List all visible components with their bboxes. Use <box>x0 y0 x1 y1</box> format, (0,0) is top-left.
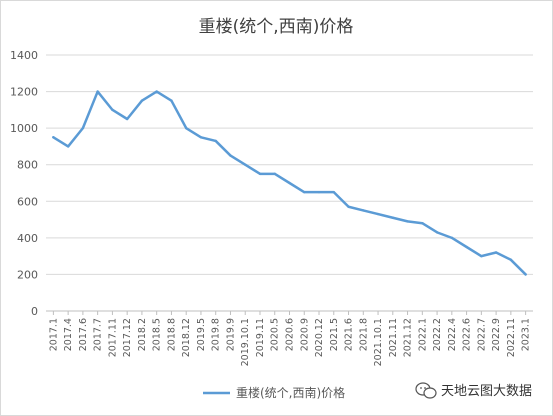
data-point <box>214 139 217 143</box>
data-point <box>140 99 144 102</box>
data-point <box>303 190 306 194</box>
x-tick-label: 2021.11 <box>388 318 399 357</box>
y-tick-label: 1000 <box>10 122 38 135</box>
data-point <box>524 273 527 276</box>
y-tick-label: 0 <box>31 305 38 318</box>
x-tick-label: 2018.12 <box>181 318 192 357</box>
watermark: 天地云图大数据 <box>415 382 532 399</box>
data-point <box>273 172 276 176</box>
chart-title: 重楼(统个,西南)价格 <box>199 17 354 37</box>
x-tick-label: 2022.4 <box>447 318 458 351</box>
x-tick-label: 2021.12 <box>403 318 414 357</box>
x-tick-label: 2022.1 <box>417 318 428 351</box>
y-tick-label: 800 <box>17 159 38 172</box>
x-tick-label: 2020.6 <box>285 318 296 351</box>
x-tick-label: 2017.4 <box>63 318 74 351</box>
data-point <box>421 222 424 225</box>
data-point <box>317 190 321 194</box>
data-point <box>229 154 232 157</box>
x-tick-label: 2022.2 <box>432 318 443 351</box>
y-tick-label: 200 <box>17 268 38 281</box>
x-tick-label: 2021.10.1 <box>373 318 384 366</box>
y-tick-label: 1400 <box>10 49 38 62</box>
data-point <box>170 99 173 102</box>
x-tick-label: 2020.5 <box>270 318 281 351</box>
data-point <box>376 212 380 216</box>
x-tick-label: 2018.8 <box>166 318 177 351</box>
x-tick-label: 2022.9 <box>491 318 502 351</box>
x-tick-label: 2017.11 <box>107 318 118 357</box>
data-point <box>288 181 291 185</box>
y-tick-label: 400 <box>17 232 38 245</box>
data-point <box>66 145 70 148</box>
x-tick-label: 2023.1 <box>521 318 532 351</box>
data-point <box>362 209 365 212</box>
data-point <box>125 117 129 121</box>
x-tick-label: 2019.9 <box>225 318 236 351</box>
x-tick-label: 2021.8 <box>358 318 369 351</box>
x-tick-label: 2017.1 <box>48 318 59 351</box>
data-point <box>96 90 99 93</box>
legend-label: 重楼(统个,西南)价格 <box>236 385 345 400</box>
x-tick-label: 2018.2 <box>137 318 148 351</box>
x-tick-label: 2017.7 <box>93 318 104 351</box>
x-tick-label: 2020.9 <box>299 318 310 351</box>
data-point <box>465 245 468 249</box>
wechat-icon <box>415 382 437 399</box>
x-tick-label: 2022.7 <box>476 318 487 351</box>
data-point <box>435 231 439 234</box>
data-point <box>406 220 409 223</box>
x-tick-label: 2022.11 <box>506 318 517 357</box>
data-point <box>450 236 454 240</box>
data-point <box>494 251 498 254</box>
data-point <box>52 136 55 139</box>
data-point <box>391 216 395 219</box>
x-tick-label: 2019.5 <box>196 318 207 351</box>
x-tick-label: 2017.12 <box>122 318 133 357</box>
data-point <box>258 172 262 176</box>
data-point <box>111 108 114 112</box>
watermark-text: 天地云图大数据 <box>441 384 532 399</box>
x-tick-label: 2022.6 <box>462 318 473 351</box>
y-tick-label: 600 <box>17 195 38 208</box>
data-point <box>332 190 335 194</box>
x-tick-label: 2017.6 <box>78 318 89 351</box>
data-point <box>81 126 85 130</box>
data-point <box>199 136 203 139</box>
chart-legend: 重楼(统个,西南)价格 <box>203 385 345 400</box>
data-point <box>509 258 513 261</box>
x-tick-label: 2019.10.1 <box>240 318 251 366</box>
y-tick-label: 1200 <box>10 86 38 99</box>
x-tick-label: 2018.5 <box>152 318 163 351</box>
x-tick-label: 2021.5 <box>329 318 340 351</box>
data-point <box>347 205 350 208</box>
x-tick-label: 2019.8 <box>211 318 222 351</box>
data-point <box>184 126 188 130</box>
data-point <box>480 254 483 258</box>
x-tick-label: 2021.6 <box>344 318 355 351</box>
data-point <box>155 90 158 93</box>
x-tick-label: 2019.11 <box>255 318 266 357</box>
data-point <box>244 163 247 166</box>
x-tick-label: 2020.12 <box>314 318 325 357</box>
